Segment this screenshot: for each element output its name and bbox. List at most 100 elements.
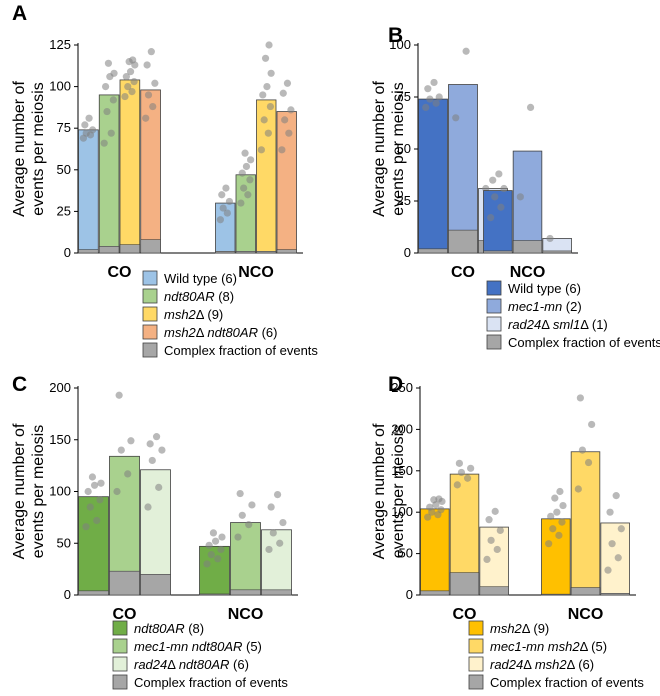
legend-entry-italic: msh2 [164, 325, 197, 340]
legend-swatch [468, 674, 484, 690]
legend-entry-text: Complex fraction of events [164, 343, 318, 358]
data-point [246, 176, 254, 184]
y-axis-label-line1: Average number of [371, 423, 388, 559]
data-point [422, 103, 430, 111]
data-point [245, 521, 253, 529]
data-point [269, 529, 277, 537]
data-point [558, 518, 566, 526]
data-point [283, 79, 292, 87]
legend-entry-text: (8) [215, 289, 235, 304]
data-point [104, 59, 113, 67]
chart-panel-C: C Average number of events per meiosis 0 50 1… [11, 373, 298, 690]
y-tick-label: 100 [49, 79, 71, 94]
panel-label: B [388, 24, 403, 47]
data-point [155, 483, 163, 491]
data-point [430, 78, 438, 87]
legend-swatch [142, 324, 158, 340]
data-point [242, 162, 251, 171]
y-tick-label: 0 [64, 245, 71, 260]
data-point [612, 492, 620, 500]
y-tick-label: 250 [391, 380, 413, 395]
legend-swatch [486, 334, 502, 350]
data-point [273, 491, 282, 499]
y-axis-label: Average number of events per meiosis [11, 81, 47, 217]
data-point [496, 526, 504, 535]
data-point [97, 479, 105, 487]
panel-label: C [12, 373, 27, 396]
data-point [285, 129, 293, 137]
bar-complex-co-2 [119, 244, 141, 254]
legend-swatch [112, 620, 128, 636]
legend-swatch [486, 298, 502, 314]
bar-complex-nco-2 [600, 593, 630, 596]
legend-entry: mec1-mn (2) [508, 299, 582, 314]
bar-complex-co-3 [140, 239, 161, 254]
y-tick-label: 150 [391, 463, 413, 478]
data-point [500, 184, 508, 193]
data-point [151, 79, 159, 87]
data-point [487, 536, 495, 544]
data-point [158, 446, 166, 454]
data-point [143, 61, 151, 69]
data-point [110, 69, 118, 77]
panel-label: A [12, 2, 27, 25]
y-tick-label: 25 [57, 203, 71, 218]
data-point [604, 566, 612, 574]
bar-complex-nco-1 [512, 240, 543, 254]
bar-complex-nco-0 [215, 251, 236, 254]
y-tick-label: 100 [389, 37, 411, 52]
y-tick-label: 200 [391, 421, 413, 436]
data-point [225, 197, 234, 206]
bar-complex-co-1 [448, 229, 478, 254]
y-tick-label: 150 [49, 432, 71, 447]
y-axis-label-line2: events per meiosis [30, 82, 47, 215]
bar-co-0 [78, 129, 99, 254]
bar-complex-co-1 [109, 570, 140, 596]
data-point [241, 149, 249, 157]
legend-swatch [142, 270, 158, 286]
legend-entry-text: (5) [242, 639, 262, 654]
legend-entry-text: Wild type (6) [508, 281, 581, 296]
data-point [238, 169, 246, 177]
data-point [578, 446, 587, 454]
data-point [85, 114, 93, 122]
data-point [426, 503, 434, 511]
data-point [90, 481, 99, 489]
data-point [238, 511, 246, 519]
legend-entry-text: Wild type (6) [164, 271, 237, 286]
data-point [127, 437, 135, 445]
data-point [211, 537, 220, 545]
bar-complex-co-1 [98, 246, 120, 254]
data-point [124, 83, 132, 91]
legend-swatch [468, 656, 484, 672]
legend-entry: msh2Δ ndt80AR (6) [164, 325, 277, 340]
data-point [608, 540, 616, 548]
data-point [144, 91, 153, 99]
legend-entry-text: Δ [167, 657, 179, 672]
y-axis-label-line2: events per meiosis [390, 425, 407, 558]
legend-entry-italic: msh2 [164, 307, 197, 322]
bar-nco-2 [256, 99, 277, 254]
data-point [81, 121, 89, 129]
legend-entry: Complex fraction of events [134, 675, 288, 690]
data-point [148, 456, 156, 465]
data-point [130, 78, 138, 86]
data-point [467, 464, 475, 472]
legend-entry: msh2Δ (9) [490, 621, 549, 636]
legend-entry-italic: mec1-mn msh2 [490, 639, 580, 654]
y-tick-label: 0 [406, 587, 413, 602]
y-tick-label: 100 [49, 484, 71, 499]
chart-panel-D: D Average number of events per meiosis 0 50 1… [371, 373, 644, 690]
data-point [263, 83, 271, 91]
data-point [88, 473, 97, 481]
y-axis-label: Average number of events per meiosis [371, 423, 407, 559]
bar-co-0 [78, 496, 109, 596]
bar-complex-nco-0 [199, 593, 230, 596]
data-point [278, 146, 286, 154]
data-point [265, 41, 273, 49]
data-point [549, 525, 557, 533]
y-tick-label: 200 [49, 380, 71, 395]
data-point [129, 56, 137, 64]
y-tick-label: 75 [57, 120, 71, 135]
data-point [281, 116, 289, 124]
